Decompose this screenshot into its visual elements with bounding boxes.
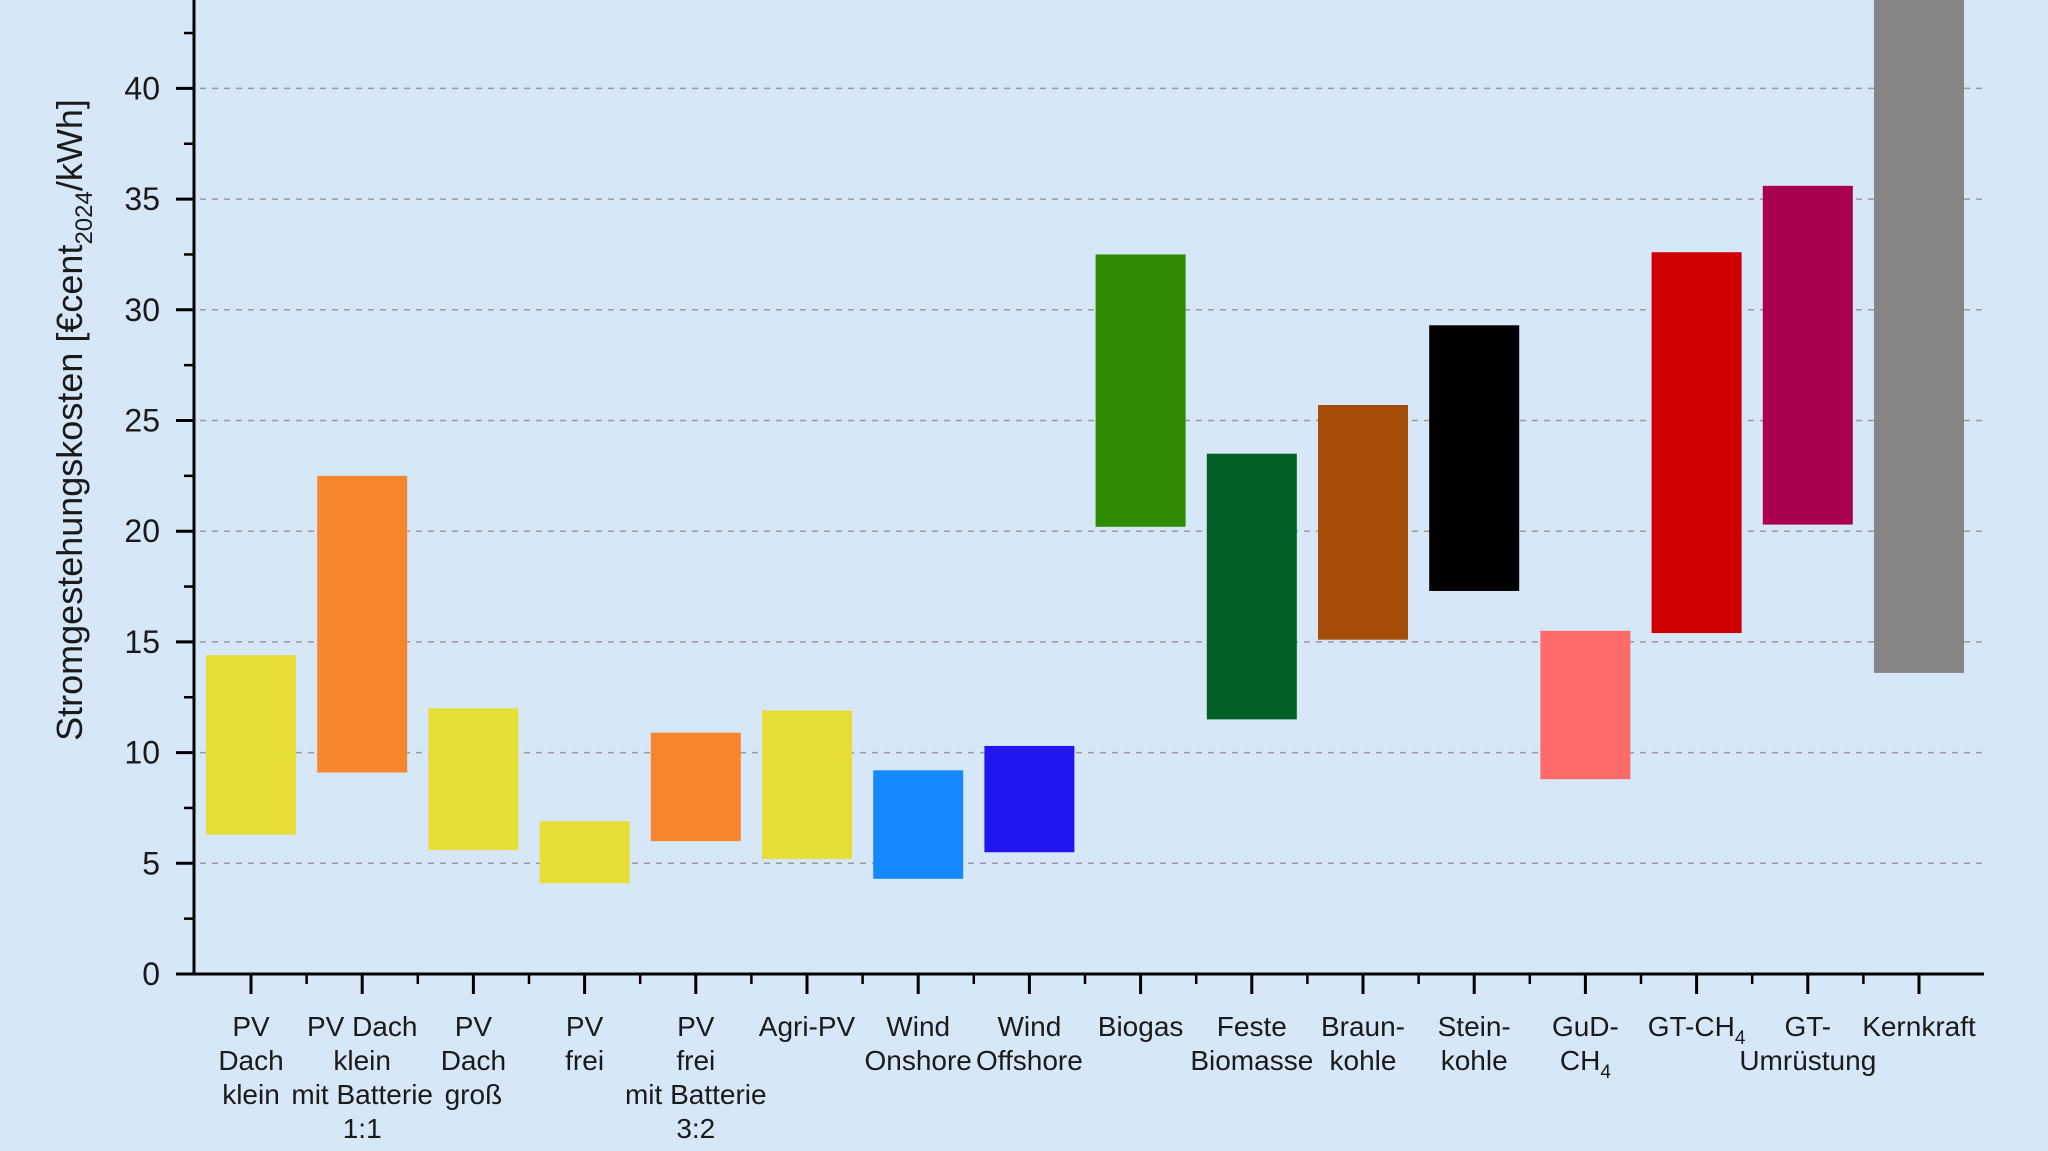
x-category-label: Wind bbox=[886, 1011, 950, 1042]
y-axis-title-main: Stromgestehungskosten [€cent bbox=[49, 245, 90, 741]
x-category-label: kohle bbox=[1441, 1045, 1508, 1076]
y-tick-label: 30 bbox=[124, 292, 160, 328]
range-bar bbox=[1651, 252, 1742, 634]
x-category-label: Onshore bbox=[864, 1045, 971, 1076]
grid-lines bbox=[200, 87, 1984, 865]
x-category-label: Dach bbox=[218, 1045, 283, 1076]
y-tick-label: 40 bbox=[124, 70, 160, 106]
x-category-label: Kernkraft bbox=[1862, 1011, 1976, 1042]
y-tick-label: 20 bbox=[124, 513, 160, 549]
range-bar bbox=[1874, 0, 1964, 673]
range-bar bbox=[762, 710, 852, 859]
y-tick-label: 5 bbox=[142, 845, 160, 881]
range-bar bbox=[1762, 185, 1853, 525]
x-category-label: frei bbox=[676, 1045, 715, 1076]
y-axis-title-suffix: /kWh] bbox=[49, 99, 90, 191]
x-category-label: kohle bbox=[1330, 1045, 1397, 1076]
x-category-label: mit Batterie bbox=[625, 1079, 767, 1110]
x-category-label: GT-CH4 bbox=[1648, 1011, 1746, 1049]
x-category-label: Umrüstung bbox=[1739, 1045, 1876, 1076]
x-category-label: Biomasse bbox=[1190, 1045, 1313, 1076]
y-axis-title: Stromgestehungskosten [€cent2024/kWh] bbox=[49, 99, 98, 741]
x-category-label: GT- bbox=[1784, 1011, 1831, 1042]
range-bar bbox=[206, 655, 296, 835]
x-category-label: klein bbox=[222, 1079, 280, 1110]
y-ticks: 0 5 10 15 20 25 30 35 40 bbox=[124, 31, 194, 992]
range-bar bbox=[1095, 254, 1186, 527]
range-bar bbox=[873, 770, 964, 879]
range-bar bbox=[650, 732, 741, 842]
range-bar bbox=[428, 708, 519, 851]
y-tick-label: 25 bbox=[124, 403, 160, 439]
x-category-label: Stein- bbox=[1438, 1011, 1511, 1042]
axes bbox=[192, 0, 1984, 976]
x-category-label: Braun- bbox=[1321, 1011, 1405, 1042]
x-category-label: PV bbox=[566, 1011, 604, 1042]
x-category-label: 1:1 bbox=[343, 1113, 382, 1144]
x-category-label: Dach bbox=[441, 1045, 506, 1076]
range-bar bbox=[1318, 405, 1408, 640]
y-axis-title-subscript: 2024 bbox=[71, 191, 98, 244]
x-category-label: mit Batterie bbox=[291, 1079, 433, 1110]
x-category-label: PV bbox=[232, 1011, 270, 1042]
x-category-label: klein bbox=[333, 1045, 391, 1076]
bars bbox=[206, 0, 1964, 884]
y-tick-label: 15 bbox=[124, 624, 160, 660]
range-bar bbox=[539, 821, 630, 884]
y-tick-label: 35 bbox=[124, 181, 160, 217]
x-ticks bbox=[249, 974, 1921, 994]
x-category-label: CH4 bbox=[1560, 1045, 1611, 1083]
x-category-label: PV bbox=[677, 1011, 715, 1042]
y-tick-label: 10 bbox=[124, 735, 160, 771]
range-bar bbox=[984, 745, 1075, 853]
x-category-label: frei bbox=[565, 1045, 604, 1076]
x-category-label: groß bbox=[445, 1079, 503, 1110]
range-bar bbox=[317, 475, 408, 773]
x-category-label: Biogas bbox=[1098, 1011, 1184, 1042]
x-category-label: 3:2 bbox=[676, 1113, 715, 1144]
range-bar bbox=[1429, 325, 1520, 591]
x-category-label: Agri-PV bbox=[759, 1011, 856, 1042]
x-category-label: PV bbox=[455, 1011, 493, 1042]
range-bar bbox=[1540, 630, 1631, 780]
x-category-label: Offshore bbox=[976, 1045, 1083, 1076]
x-category-label: PV Dach bbox=[307, 1011, 418, 1042]
range-bar bbox=[1206, 453, 1297, 720]
x-category-label: Wind bbox=[998, 1011, 1062, 1042]
y-tick-label: 0 bbox=[142, 956, 160, 992]
x-category-label: Feste bbox=[1217, 1011, 1287, 1042]
x-category-label: GuD- bbox=[1552, 1011, 1619, 1042]
